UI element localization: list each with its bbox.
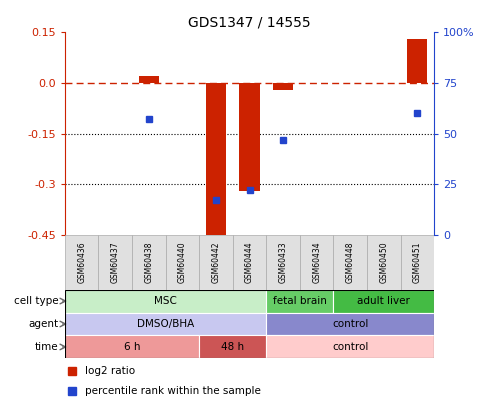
Text: log2 ratio: log2 ratio — [85, 366, 135, 375]
Bar — [98, 235, 132, 290]
Bar — [206, 83, 226, 238]
Text: adult liver: adult liver — [357, 296, 410, 306]
Bar — [65, 235, 98, 290]
Text: GSM60444: GSM60444 — [245, 241, 254, 283]
Bar — [199, 235, 233, 290]
Bar — [65, 290, 266, 313]
Text: GSM60437: GSM60437 — [111, 241, 120, 283]
Bar — [199, 335, 266, 358]
Text: time: time — [34, 342, 58, 352]
Text: GSM60438: GSM60438 — [144, 241, 153, 283]
Bar — [333, 290, 434, 313]
Bar — [367, 235, 401, 290]
Text: fetal brain: fetal brain — [273, 296, 327, 306]
Bar — [266, 335, 434, 358]
Bar — [266, 235, 300, 290]
Text: MSC: MSC — [154, 296, 177, 306]
Bar — [333, 235, 367, 290]
Text: GSM60448: GSM60448 — [346, 241, 355, 283]
Bar — [273, 83, 293, 90]
Text: GSM60433: GSM60433 — [278, 241, 287, 283]
Text: GSM60434: GSM60434 — [312, 241, 321, 283]
Title: GDS1347 / 14555: GDS1347 / 14555 — [188, 16, 311, 30]
Bar — [401, 235, 434, 290]
Text: 6 h: 6 h — [124, 342, 140, 352]
Text: DMSO/BHA: DMSO/BHA — [137, 319, 194, 329]
Text: GSM60450: GSM60450 — [379, 241, 388, 283]
Text: control: control — [332, 342, 368, 352]
Text: GSM60442: GSM60442 — [212, 241, 221, 283]
Text: cell type: cell type — [13, 296, 58, 306]
Bar — [407, 39, 428, 83]
Text: GSM60451: GSM60451 — [413, 241, 422, 283]
Text: 48 h: 48 h — [221, 342, 245, 352]
Bar — [65, 313, 266, 335]
Text: GSM60436: GSM60436 — [77, 241, 86, 283]
Text: percentile rank within the sample: percentile rank within the sample — [85, 386, 261, 396]
Bar — [266, 313, 434, 335]
Text: agent: agent — [28, 319, 58, 329]
Bar — [266, 290, 333, 313]
Bar — [240, 83, 259, 191]
Text: GSM60440: GSM60440 — [178, 241, 187, 283]
Text: control: control — [332, 319, 368, 329]
Bar — [139, 76, 159, 83]
Bar — [65, 335, 199, 358]
Bar — [132, 235, 166, 290]
Bar — [166, 235, 199, 290]
Bar — [300, 235, 333, 290]
Bar — [233, 235, 266, 290]
